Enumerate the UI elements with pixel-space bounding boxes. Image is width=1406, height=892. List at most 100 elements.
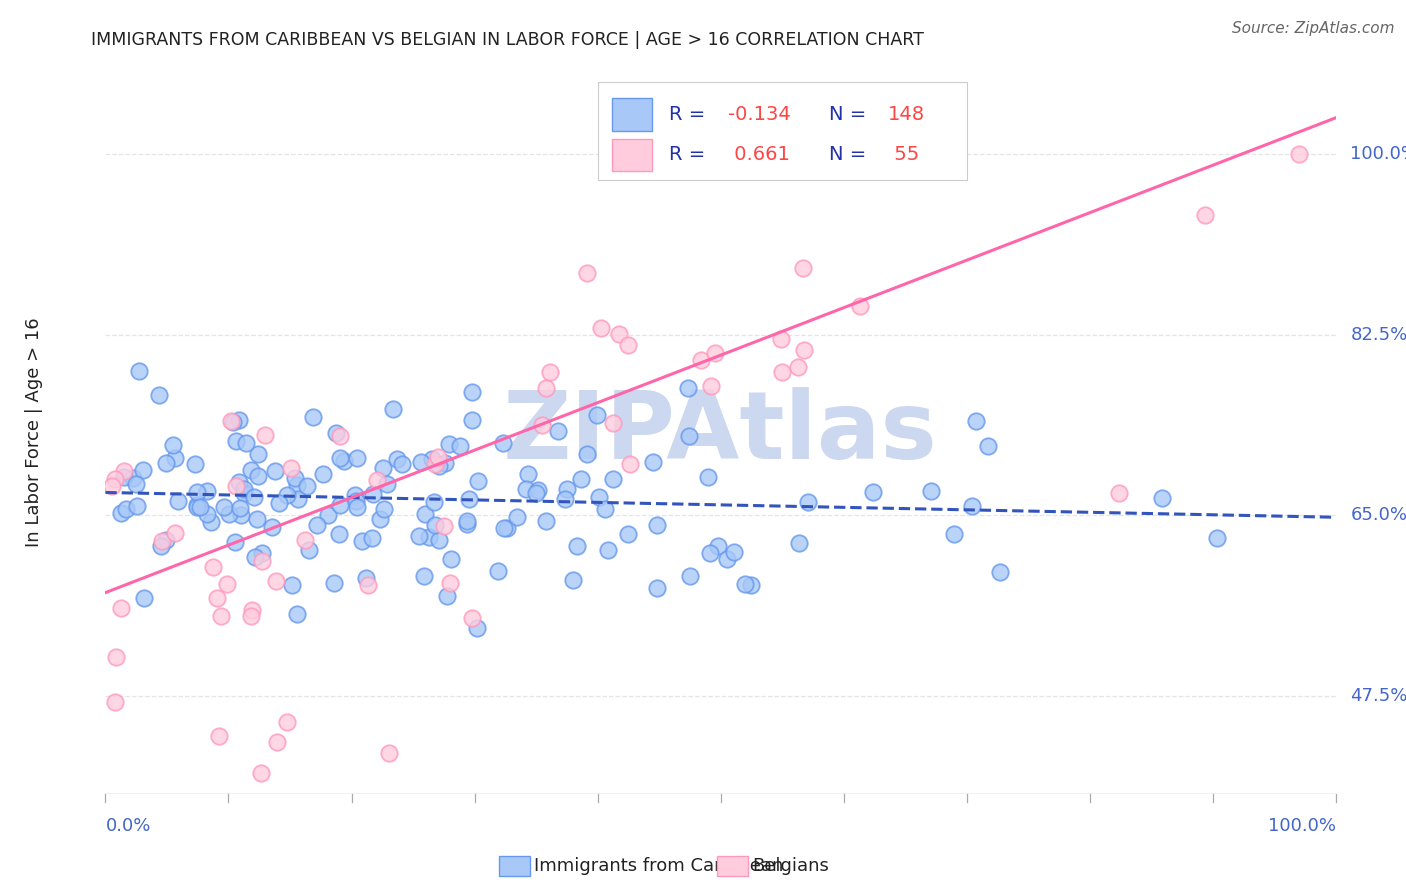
Point bbox=[346, 500, 368, 515]
Text: ZIPAtlas: ZIPAtlas bbox=[503, 386, 938, 479]
Point bbox=[250, 766, 273, 780]
Point bbox=[350, 533, 373, 548]
Point bbox=[368, 511, 391, 525]
Point bbox=[423, 457, 446, 471]
Point bbox=[378, 746, 401, 760]
Point bbox=[246, 447, 269, 461]
Point bbox=[792, 261, 814, 276]
Point bbox=[246, 511, 269, 525]
Point bbox=[486, 564, 509, 578]
Point bbox=[128, 364, 150, 378]
Point bbox=[131, 463, 153, 477]
Point bbox=[678, 429, 700, 443]
Point bbox=[619, 458, 641, 472]
Point bbox=[690, 352, 713, 367]
Point bbox=[849, 299, 872, 313]
Point bbox=[328, 527, 350, 541]
Point bbox=[298, 543, 321, 558]
Point bbox=[250, 546, 273, 560]
Point bbox=[287, 491, 309, 506]
Point bbox=[467, 475, 489, 489]
Text: R =: R = bbox=[669, 105, 711, 124]
Point bbox=[329, 450, 352, 465]
Point bbox=[427, 533, 450, 547]
Point bbox=[1152, 491, 1174, 505]
Point bbox=[247, 469, 270, 483]
Point bbox=[461, 385, 484, 400]
Text: Belgians: Belgians bbox=[752, 857, 830, 875]
Point bbox=[988, 565, 1011, 579]
Point bbox=[243, 549, 266, 564]
Point bbox=[240, 608, 263, 623]
Point bbox=[184, 457, 207, 471]
Point bbox=[602, 416, 624, 430]
Point bbox=[280, 578, 302, 592]
Point bbox=[361, 487, 384, 501]
Point bbox=[575, 447, 598, 461]
Point bbox=[312, 467, 335, 482]
Point bbox=[387, 452, 409, 467]
Point bbox=[423, 518, 446, 533]
Point bbox=[413, 569, 436, 583]
Point bbox=[538, 365, 561, 379]
Point bbox=[240, 462, 263, 476]
Point bbox=[408, 529, 430, 543]
Point bbox=[295, 479, 318, 493]
Point bbox=[285, 607, 308, 621]
Point bbox=[344, 493, 367, 508]
Point bbox=[155, 533, 177, 548]
Point bbox=[307, 518, 329, 533]
Point bbox=[219, 414, 242, 428]
Point bbox=[294, 533, 316, 547]
Point bbox=[201, 560, 224, 574]
Point bbox=[413, 508, 436, 522]
Point bbox=[1108, 485, 1130, 500]
Point bbox=[461, 611, 484, 625]
Point bbox=[793, 343, 815, 357]
Point bbox=[229, 508, 252, 522]
Point bbox=[426, 450, 449, 465]
Point bbox=[264, 464, 287, 478]
Point bbox=[547, 424, 569, 438]
Point bbox=[554, 491, 576, 506]
Point bbox=[942, 526, 965, 541]
Point bbox=[534, 381, 557, 395]
Point bbox=[162, 437, 184, 451]
Point bbox=[218, 508, 240, 522]
Point bbox=[354, 571, 377, 585]
Point bbox=[734, 577, 756, 591]
Point bbox=[491, 436, 513, 450]
Point bbox=[250, 554, 273, 568]
Point bbox=[461, 413, 484, 427]
Point bbox=[195, 508, 218, 522]
Text: N =: N = bbox=[830, 145, 872, 164]
Point bbox=[436, 589, 458, 603]
Point bbox=[232, 482, 254, 496]
Point bbox=[492, 521, 515, 535]
Point bbox=[285, 477, 308, 491]
Point bbox=[104, 650, 127, 665]
Text: R =: R = bbox=[669, 145, 711, 164]
Point bbox=[360, 531, 382, 545]
Point bbox=[186, 500, 208, 515]
FancyBboxPatch shape bbox=[598, 82, 967, 180]
Point bbox=[195, 484, 218, 499]
Point bbox=[276, 488, 298, 502]
Point bbox=[641, 455, 664, 469]
Point bbox=[440, 551, 463, 566]
Point bbox=[679, 568, 702, 582]
Point bbox=[555, 483, 578, 497]
Point bbox=[104, 695, 127, 709]
Point bbox=[706, 539, 728, 553]
Point bbox=[101, 478, 124, 492]
Point bbox=[456, 514, 478, 528]
Point bbox=[465, 621, 488, 635]
Text: 0.0%: 0.0% bbox=[105, 816, 150, 835]
Text: 148: 148 bbox=[889, 105, 925, 124]
Point bbox=[700, 378, 723, 392]
Point bbox=[418, 530, 440, 544]
Point bbox=[716, 551, 738, 566]
Point bbox=[165, 526, 187, 541]
Point bbox=[366, 473, 388, 487]
Point bbox=[1194, 208, 1216, 222]
